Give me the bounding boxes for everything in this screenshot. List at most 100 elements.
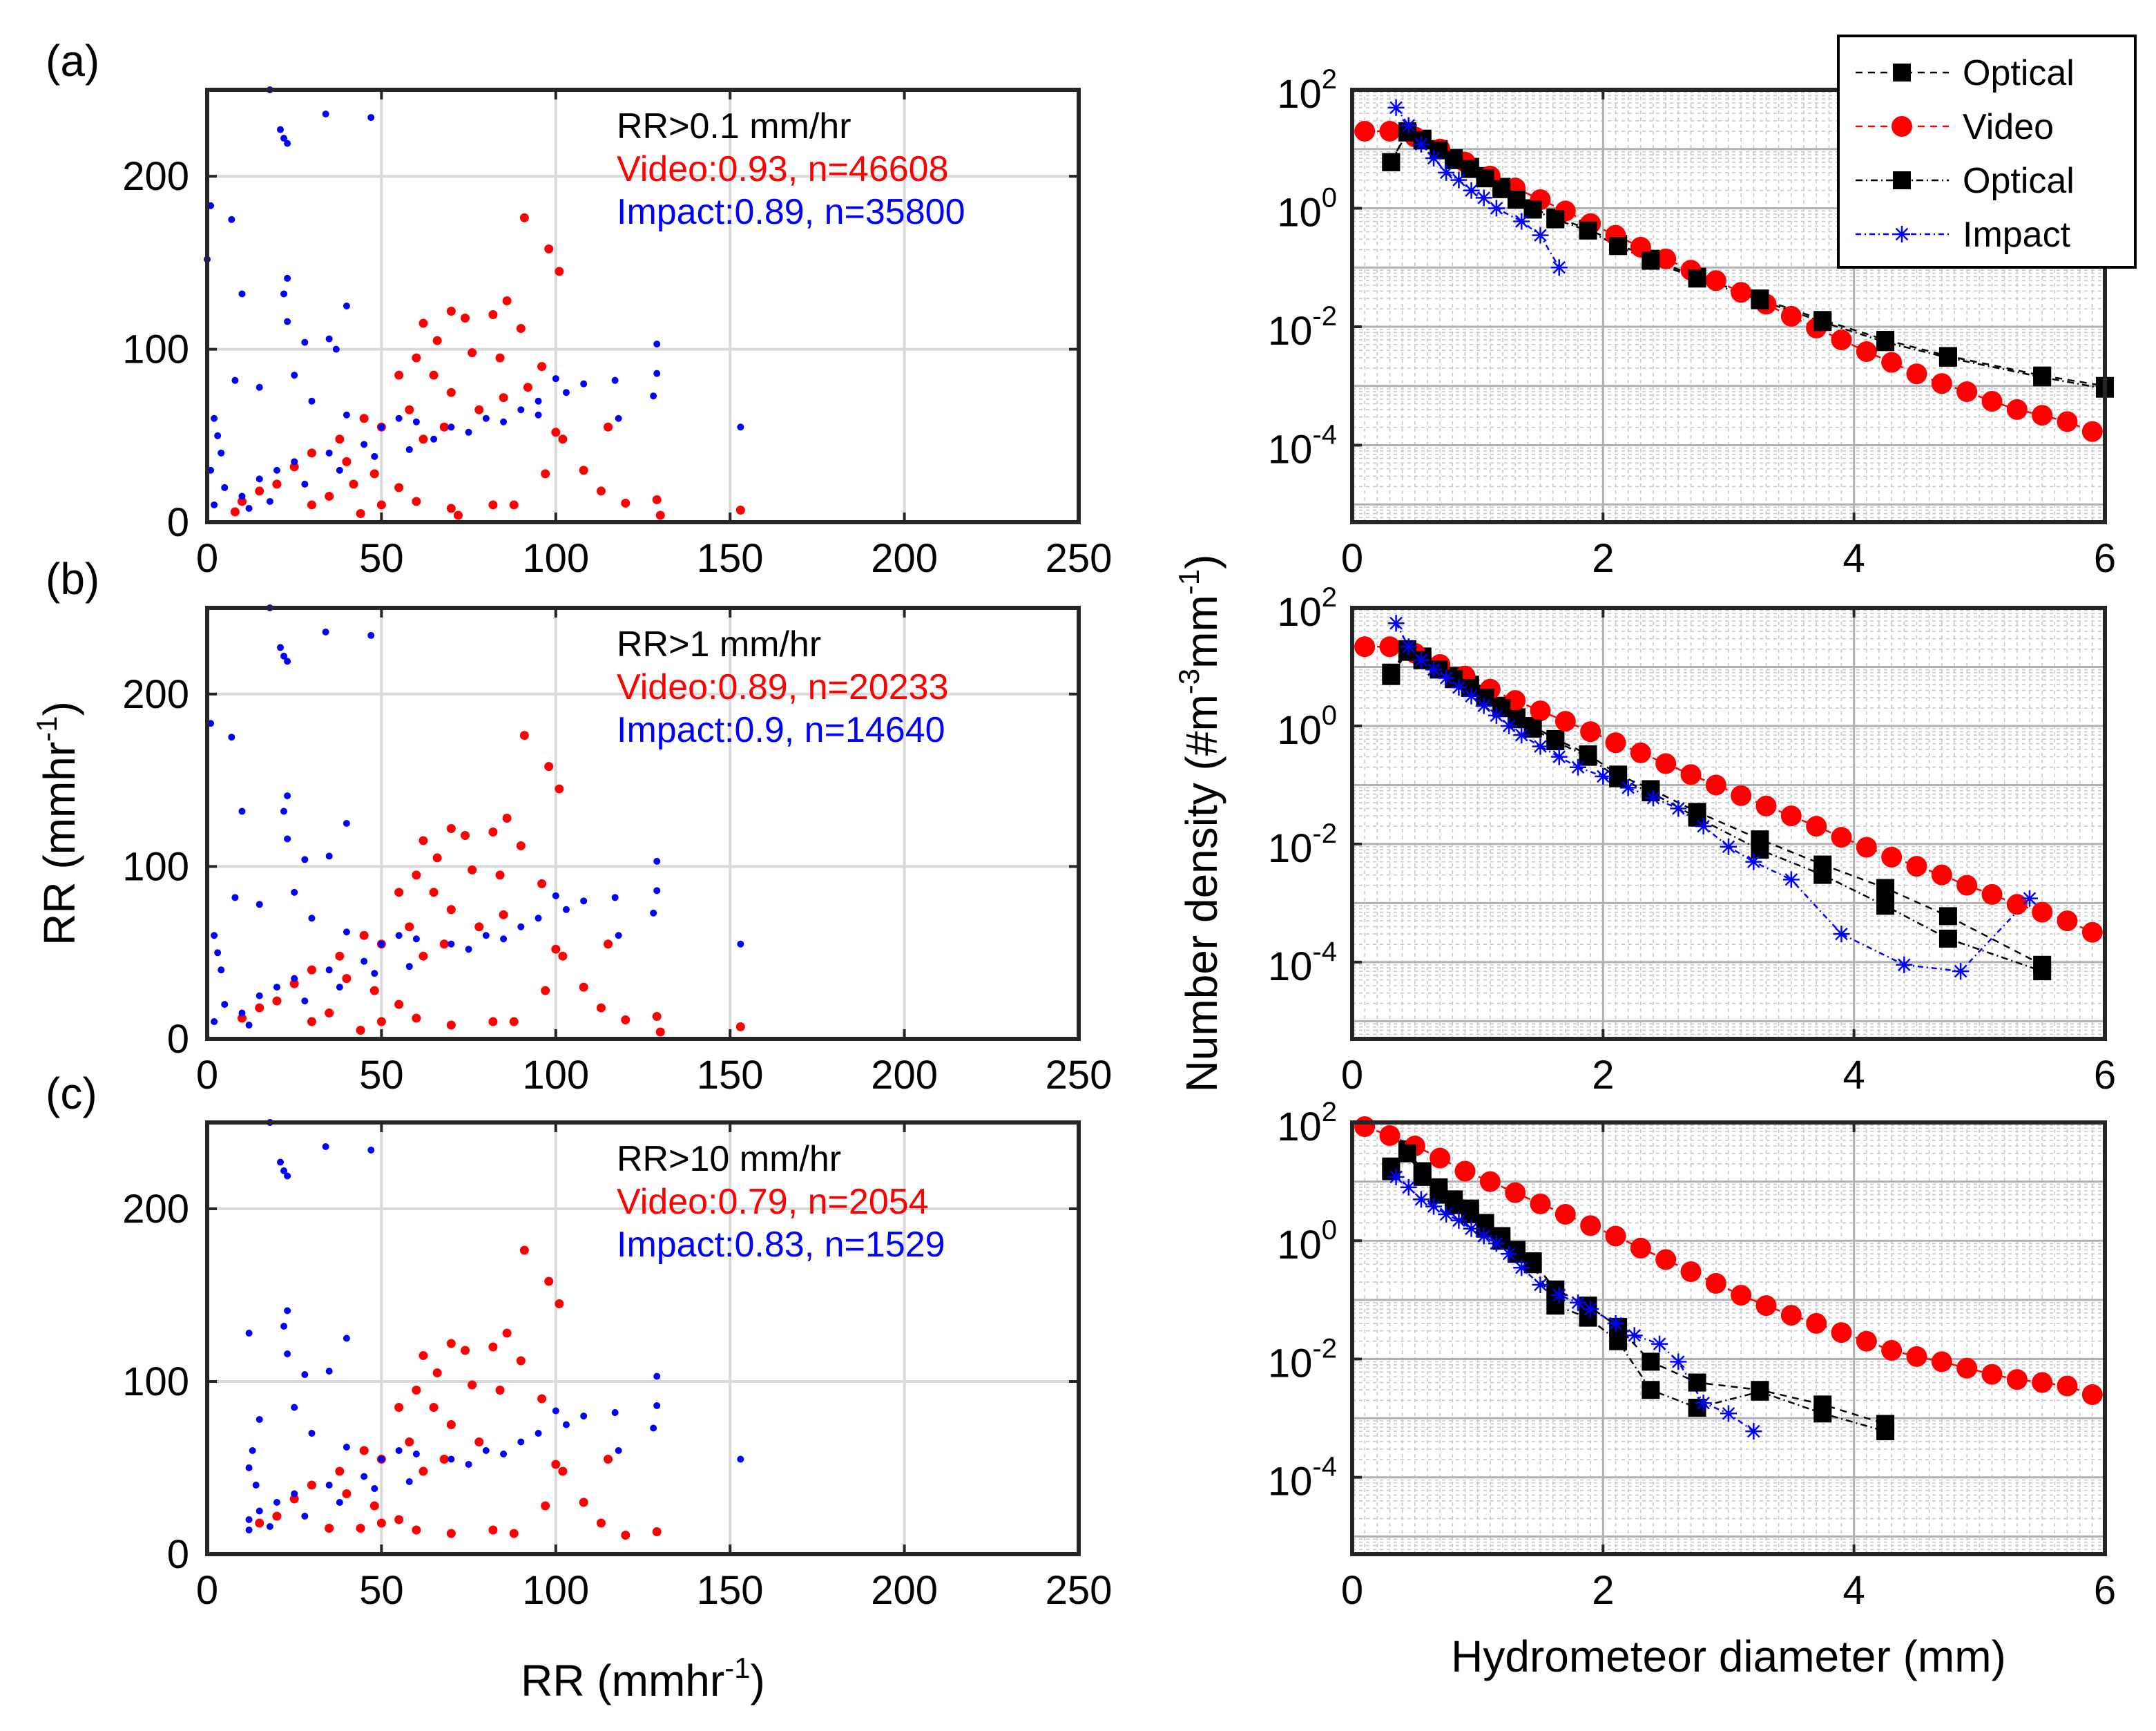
data-point [289,462,299,472]
data-point [1605,732,1626,754]
data-point [468,348,477,358]
marker-stroke [1653,1337,1666,1350]
data-point [535,397,542,405]
data-point [1454,1160,1476,1182]
data-point [412,1451,420,1457]
data-point [395,932,403,939]
marker-stroke [1552,260,1566,274]
data-point [405,922,414,932]
annotation-line: RR>1 mm/hr [617,624,821,664]
data-point [596,1518,606,1528]
data-point [1645,790,1662,807]
data-point [580,897,588,905]
data-point [1831,1322,1852,1343]
data-point [429,1403,439,1412]
data-point [369,1501,379,1511]
data-point [1425,661,1443,678]
panel-b: 0 50 100 150 200 250 0 100 200 RR>1 mm/hrVideo:0.… [30,554,1112,1098]
data-point [1780,305,1802,327]
data-point [2081,1384,2103,1406]
marker-stroke [1452,680,1465,694]
x-tick-label: 0 [196,1053,218,1098]
data-point [342,974,352,984]
data-point [1894,226,1910,242]
data-point [465,428,472,436]
data-point [517,406,525,414]
series-line [1364,1125,2093,1396]
y-tick-label: 100 [1277,1215,1337,1268]
marker-stroke [1402,640,1416,653]
data-point [2032,901,2053,923]
data-point [228,216,235,223]
data-point [1580,721,1601,743]
data-point [2006,399,2028,420]
markers-video-1 [1354,1116,2103,1406]
panel-e: 0 2 4 6 102 100 10-2 10-4 Number density (#m-3mm… [1173,555,2116,1098]
data-point [446,823,456,833]
data-point [509,500,519,510]
y-tick-label: 102 [1277,64,1337,117]
marker-stroke [2023,892,2037,905]
data-point [735,1022,745,1032]
data-point [551,1460,561,1469]
data-point [1492,180,1511,198]
data-point [256,1507,263,1515]
data-point [255,1003,264,1013]
data-point [371,970,378,977]
panel-a: 0 50 100 150 200 250 0 100 200 RR>0.1 mm/hrVideo:… [46,36,1112,581]
data-point [418,1351,428,1360]
series-video [230,213,745,520]
data-point [611,894,619,901]
data-point [343,303,350,309]
data-point [291,888,298,896]
data-point [273,1499,280,1506]
data-point [446,388,456,397]
x-tick-label: 100 [522,1053,589,1098]
data-point [356,508,365,518]
data-point [596,486,606,496]
data-point [650,909,657,917]
data-point [1630,1237,1651,1259]
x-tick-label: 200 [871,1568,938,1613]
data-point [653,370,661,377]
data-point [245,1527,253,1533]
data-point [1881,352,1903,373]
marker-stroke [1465,184,1478,197]
data-point [1532,738,1549,755]
x-tick-label: 250 [1046,1053,1113,1098]
data-point [245,1022,253,1029]
data-point [1956,874,1978,896]
data-point [446,1339,456,1348]
data-point [1893,171,1911,189]
data-point [1695,818,1712,835]
data-point [1488,1235,1505,1252]
data-point [1745,1423,1762,1440]
legend-label: Optical [1963,161,2075,201]
data-point [307,500,316,510]
data-point [1513,727,1530,744]
x-tick-label: 4 [1843,1053,1865,1098]
data-point [238,1009,246,1017]
data-point [272,996,282,1006]
data-point [1813,866,1832,884]
data-point [555,784,564,794]
data-point [1438,1205,1455,1223]
data-point [500,1451,508,1457]
data-point [1425,150,1443,167]
data-point [1501,1245,1518,1263]
data-point [325,1482,333,1489]
data-point [1513,213,1530,230]
marker-stroke [1697,1396,1710,1410]
x-tick-label: 6 [2094,1053,2116,1098]
legend: Optical Video Optical Impact [1837,35,2137,269]
data-point [218,966,225,974]
data-point [211,501,218,508]
data-point [650,392,657,400]
x-tick-label: 100 [522,536,589,581]
y-tick-label: 0 [167,1017,189,1062]
data-point [308,915,316,922]
data-point [308,1430,316,1437]
data-point [1876,1422,1895,1441]
data-point [1906,363,1927,385]
data-point [1931,1351,1952,1373]
